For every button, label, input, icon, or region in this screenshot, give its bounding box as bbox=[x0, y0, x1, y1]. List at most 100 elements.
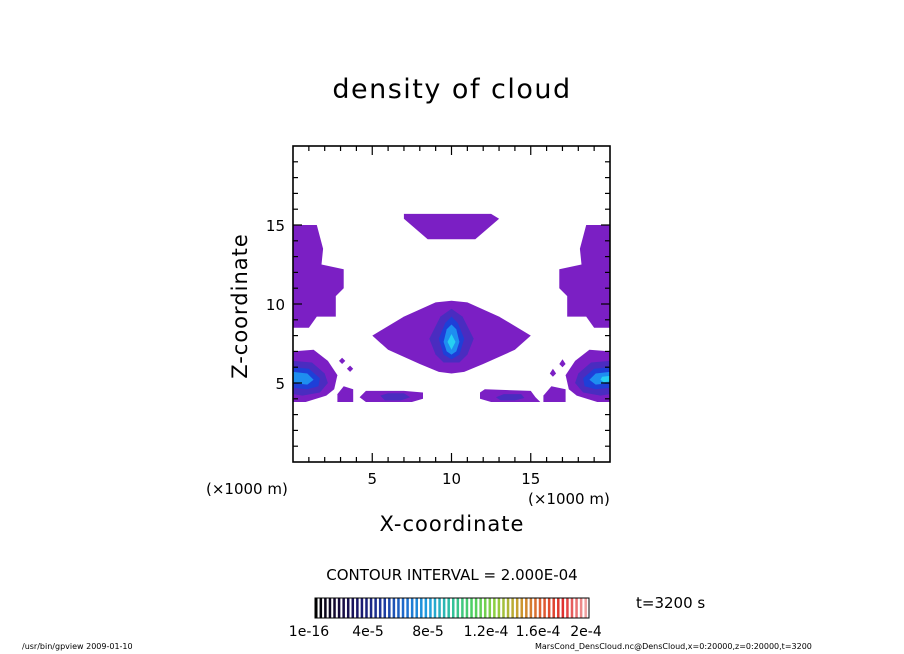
colorbar-label: 8e-5 bbox=[412, 624, 443, 640]
colorbar-swatch bbox=[424, 598, 428, 618]
colorbar-swatch bbox=[529, 598, 533, 618]
colorbar-swatch bbox=[315, 598, 318, 618]
colorbar-border bbox=[314, 597, 590, 619]
colorbar-swatch bbox=[447, 598, 450, 618]
plot-frame: 5 10 15 5 10 15 bbox=[266, 145, 611, 488]
colorbar-swatch bbox=[461, 598, 464, 618]
y-tick-label: 5 bbox=[275, 375, 285, 393]
colorbar-swatch bbox=[452, 598, 455, 618]
x-tick-label: 15 bbox=[521, 470, 540, 488]
colorbar-swatch bbox=[397, 598, 400, 618]
colorbar-swatch bbox=[433, 598, 437, 618]
colorbar-swatch bbox=[566, 598, 569, 618]
colorbar-swatch bbox=[538, 598, 542, 618]
y-unit-label: (×1000 m) bbox=[528, 490, 610, 508]
x-tick-label: 5 bbox=[367, 470, 377, 488]
colorbar-swatch bbox=[525, 598, 528, 618]
cloud-right-dot-b bbox=[559, 359, 566, 368]
cloud-left-lower-4 bbox=[293, 371, 314, 385]
colorbar-swatch bbox=[383, 598, 387, 618]
colorbar-swatch bbox=[474, 598, 478, 618]
colorbar-swatch bbox=[465, 598, 469, 618]
colorbar-swatch bbox=[497, 598, 501, 618]
colorbar-swatch bbox=[392, 598, 396, 618]
colorbar-swatch bbox=[520, 598, 524, 618]
colorbar-swatch bbox=[337, 598, 341, 618]
colorbar-swatch bbox=[493, 598, 496, 618]
y-tick-label: 15 bbox=[266, 217, 285, 235]
colorbar-swatch bbox=[415, 598, 418, 618]
colorbar-swatch bbox=[534, 598, 537, 618]
colorbar-swatch bbox=[406, 598, 409, 618]
colorbar-swatch bbox=[374, 598, 377, 618]
colorbar-swatch bbox=[378, 598, 382, 618]
cloud-top-bar bbox=[403, 213, 500, 240]
cloud-right-upper bbox=[559, 225, 610, 328]
chart-title: density of cloud bbox=[332, 74, 572, 105]
cloud-left-upper bbox=[293, 225, 344, 328]
cloud-left-dot-a bbox=[346, 365, 354, 372]
cloud-right-dot-a bbox=[549, 368, 557, 377]
cloud-left-small-a bbox=[337, 386, 354, 402]
colorbar-swatch bbox=[360, 598, 364, 618]
colorbar-swatch bbox=[570, 598, 574, 618]
colorbar-swatch bbox=[319, 598, 323, 618]
colorbar-swatch bbox=[388, 598, 391, 618]
colorbar-label: 4e-5 bbox=[352, 624, 383, 640]
cloud-left-bottom-bar-2 bbox=[380, 393, 411, 401]
colorbar: 1e-16 4e-5 8e-5 1.2e-4 1.6e-4 2e-4 bbox=[289, 597, 602, 640]
colorbar-swatch bbox=[506, 598, 510, 618]
colorbar-swatch bbox=[456, 598, 460, 618]
colorbar-swatch bbox=[575, 598, 578, 618]
colorbar-swatch bbox=[324, 598, 327, 618]
colorbar-swatch bbox=[547, 598, 551, 618]
colorbar-swatch bbox=[502, 598, 505, 618]
colorbar-swatch bbox=[515, 598, 519, 618]
cloud-right-small-a bbox=[543, 386, 566, 402]
cloud-right-bottom-bar-2 bbox=[495, 394, 525, 401]
colorbar-swatch bbox=[420, 598, 423, 618]
colorbar-label: 1.6e-4 bbox=[516, 624, 561, 640]
colorbar-swatch bbox=[584, 598, 587, 618]
colorbar-swatch bbox=[543, 598, 546, 618]
colorbar-swatch bbox=[410, 598, 414, 618]
colorbar-swatch bbox=[561, 598, 565, 618]
colorbar-swatch bbox=[351, 598, 355, 618]
colorbar-swatch bbox=[369, 598, 373, 618]
time-label: t=3200 s bbox=[636, 594, 706, 612]
y-tick-label: 10 bbox=[266, 296, 285, 314]
colorbar-swatch bbox=[483, 598, 487, 618]
colorbar-swatch bbox=[442, 598, 446, 618]
cloud-right-lower-5 bbox=[600, 375, 610, 383]
cloud-center-core-5 bbox=[447, 334, 456, 350]
colorbar-swatch bbox=[342, 598, 345, 618]
x-tick-label: 10 bbox=[442, 470, 461, 488]
footer-right: MarsCond_DensCloud.nc@DensCloud,x=0:2000… bbox=[535, 642, 812, 651]
colorbar-swatch bbox=[557, 598, 560, 618]
y-axis-label: Z-coordinate bbox=[228, 233, 252, 379]
colorbar-label: 2e-4 bbox=[570, 624, 602, 640]
colorbar-swatch bbox=[470, 598, 473, 618]
colorbar-swatch bbox=[346, 598, 350, 618]
footer-left: /usr/bin/gpview 2009-01-10 bbox=[22, 642, 133, 651]
colorbar-swatch bbox=[552, 598, 555, 618]
colorbar-swatch bbox=[429, 598, 432, 618]
colorbar-swatch bbox=[365, 598, 368, 618]
colorbar-swatch bbox=[511, 598, 514, 618]
cloud-left-dot-b bbox=[339, 357, 346, 364]
contour-interval-text: CONTOUR INTERVAL = 2.000E-04 bbox=[326, 566, 578, 584]
colorbar-swatch bbox=[579, 598, 583, 618]
colorbar-swatch bbox=[438, 598, 441, 618]
colorbar-swatch bbox=[488, 598, 492, 618]
colorbar-swatch bbox=[479, 598, 482, 618]
x-axis-label: X-coordinate bbox=[379, 512, 525, 536]
colorbar-swatch bbox=[328, 598, 332, 618]
colorbar-label: 1e-16 bbox=[289, 624, 329, 640]
colorbar-label: 1.2e-4 bbox=[464, 624, 509, 640]
x-unit-label: (×1000 m) bbox=[206, 480, 288, 498]
colorbar-swatch bbox=[356, 598, 359, 618]
colorbar-swatch bbox=[401, 598, 405, 618]
contour-regions bbox=[293, 213, 610, 402]
